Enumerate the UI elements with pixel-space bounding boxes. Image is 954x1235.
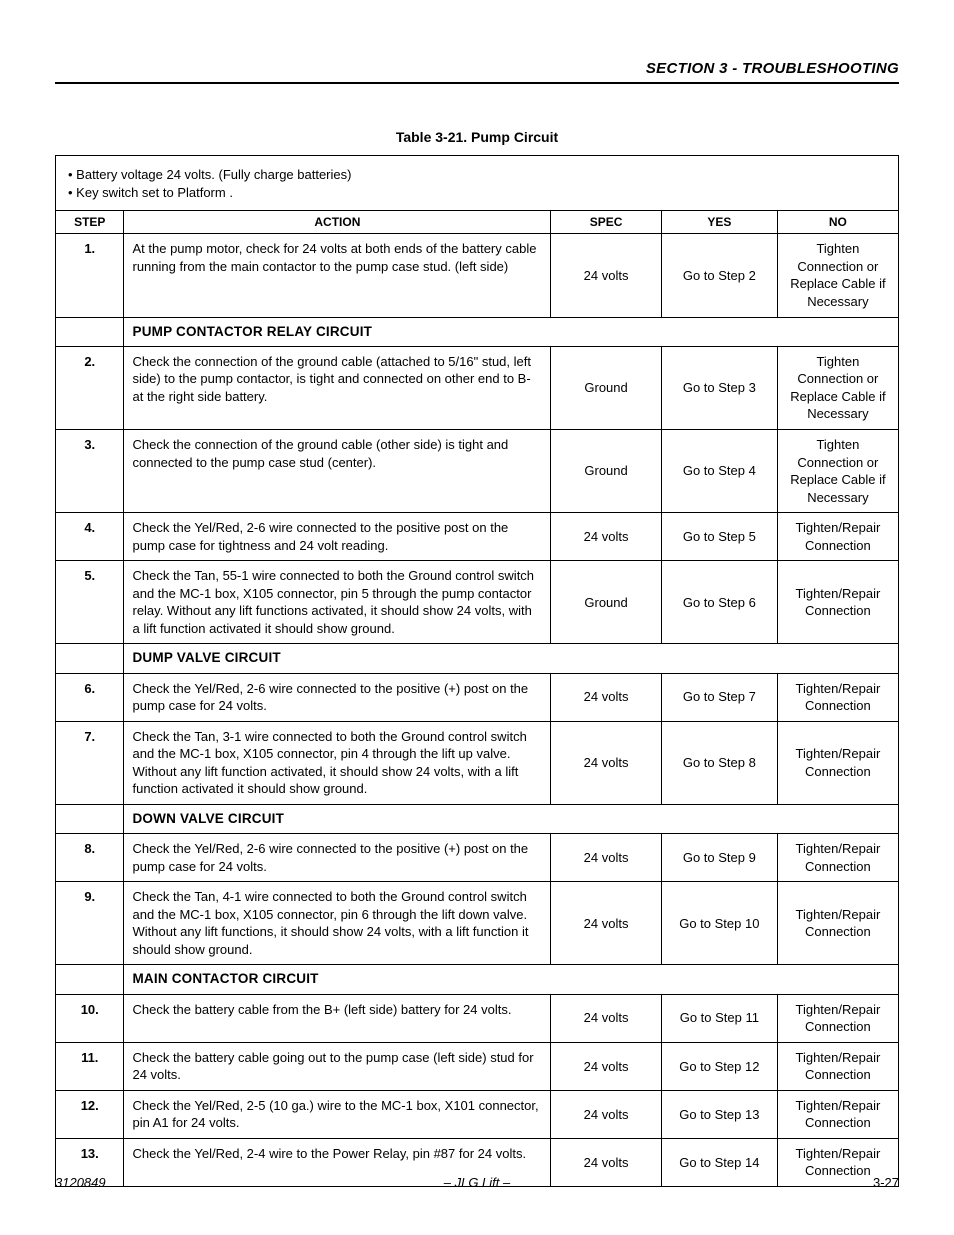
cell-spec: 24 volts	[551, 994, 662, 1042]
cell-yes: Go to Step 4	[661, 429, 777, 512]
subsection-spacer	[56, 317, 124, 346]
cell-action: Check the Yel/Red, 2-6 wire connected to…	[124, 513, 551, 561]
cell-spec: Ground	[551, 429, 662, 512]
cell-step: 11.	[56, 1042, 124, 1090]
cell-action: Check the Yel/Red, 2-5 (10 ga.) wire to …	[124, 1090, 551, 1138]
cell-step: 4.	[56, 513, 124, 561]
cell-no: Tighten/Repair Connection	[777, 721, 898, 804]
col-action: ACTION	[124, 211, 551, 234]
cell-action: Check the battery cable going out to the…	[124, 1042, 551, 1090]
table-header-row: STEP ACTION SPEC YES NO	[56, 211, 899, 234]
cell-action: Check the connection of the ground cable…	[124, 346, 551, 429]
cell-no: Tighten/Repair Connection	[777, 673, 898, 721]
cell-yes: Go to Step 2	[661, 234, 777, 317]
cell-step: 2.	[56, 346, 124, 429]
subsection-label: PUMP CONTACTOR RELAY CIRCUIT	[124, 317, 899, 346]
table-row: 7.Check the Tan, 3-1 wire connected to b…	[56, 721, 899, 804]
cell-no: Tighten Connection or Replace Cable if N…	[777, 234, 898, 317]
cell-no: Tighten/Repair Connection	[777, 1042, 898, 1090]
subsection-spacer	[56, 644, 124, 673]
cell-yes: Go to Step 8	[661, 721, 777, 804]
cell-action: Check the Yel/Red, 2-6 wire connected to…	[124, 834, 551, 882]
page-footer: 3120849 – JLG Lift – 3-27	[55, 1175, 899, 1190]
cell-yes: Go to Step 3	[661, 346, 777, 429]
cell-spec: 24 volts	[551, 234, 662, 317]
table-title: Table 3-21. Pump Circuit	[55, 129, 899, 145]
section-header: SECTION 3 - TROUBLESHOOTING	[55, 60, 899, 84]
cell-spec: 24 volts	[551, 1090, 662, 1138]
footer-center: – JLG Lift –	[55, 1175, 899, 1190]
cell-spec: 24 volts	[551, 1042, 662, 1090]
cell-no: Tighten/Repair Connection	[777, 513, 898, 561]
subsection-spacer	[56, 965, 124, 994]
cell-no: Tighten/Repair Connection	[777, 882, 898, 965]
cell-spec: 24 volts	[551, 673, 662, 721]
cell-step: 7.	[56, 721, 124, 804]
precondition-line: • Battery voltage 24 volts. (Fully charg…	[68, 166, 886, 184]
table-subsection: DUMP VALVE CIRCUIT	[56, 644, 899, 673]
table-row: 12.Check the Yel/Red, 2-5 (10 ga.) wire …	[56, 1090, 899, 1138]
cell-yes: Go to Step 7	[661, 673, 777, 721]
subsection-label: DUMP VALVE CIRCUIT	[124, 644, 899, 673]
cell-spec: 24 volts	[551, 882, 662, 965]
col-step: STEP	[56, 211, 124, 234]
table-subsection: MAIN CONTACTOR CIRCUIT	[56, 965, 899, 994]
cell-no: Tighten/Repair Connection	[777, 834, 898, 882]
cell-step: 6.	[56, 673, 124, 721]
cell-action: Check the Tan, 55-1 wire connected to bo…	[124, 561, 551, 644]
precondition-line: • Key switch set to Platform .	[68, 184, 886, 202]
cell-action: Check the Tan, 4-1 wire connected to bot…	[124, 882, 551, 965]
cell-step: 10.	[56, 994, 124, 1042]
cell-action: Check the connection of the ground cable…	[124, 429, 551, 512]
subsection-label: DOWN VALVE CIRCUIT	[124, 804, 899, 833]
cell-step: 1.	[56, 234, 124, 317]
cell-spec: 24 volts	[551, 513, 662, 561]
table-row: 1.At the pump motor, check for 24 volts …	[56, 234, 899, 317]
cell-spec: Ground	[551, 346, 662, 429]
subsection-label: MAIN CONTACTOR CIRCUIT	[124, 965, 899, 994]
cell-spec: Ground	[551, 561, 662, 644]
table-row: 5.Check the Tan, 55-1 wire connected to …	[56, 561, 899, 644]
cell-no: Tighten Connection or Replace Cable if N…	[777, 346, 898, 429]
cell-step: 9.	[56, 882, 124, 965]
cell-no: Tighten/Repair Connection	[777, 994, 898, 1042]
page: SECTION 3 - TROUBLESHOOTING Table 3-21. …	[0, 0, 954, 1235]
table-row: 4.Check the Yel/Red, 2-6 wire connected …	[56, 513, 899, 561]
cell-no: Tighten Connection or Replace Cable if N…	[777, 429, 898, 512]
cell-yes: Go to Step 12	[661, 1042, 777, 1090]
cell-action: Check the battery cable from the B+ (lef…	[124, 994, 551, 1042]
col-no: NO	[777, 211, 898, 234]
table-subsection: DOWN VALVE CIRCUIT	[56, 804, 899, 833]
cell-yes: Go to Step 5	[661, 513, 777, 561]
table-row: 8.Check the Yel/Red, 2-6 wire connected …	[56, 834, 899, 882]
cell-step: 8.	[56, 834, 124, 882]
table-subsection: PUMP CONTACTOR RELAY CIRCUIT	[56, 317, 899, 346]
troubleshooting-table: • Battery voltage 24 volts. (Fully charg…	[55, 155, 899, 1187]
table-row: 2.Check the connection of the ground cab…	[56, 346, 899, 429]
cell-yes: Go to Step 10	[661, 882, 777, 965]
cell-no: Tighten/Repair Connection	[777, 561, 898, 644]
col-yes: YES	[661, 211, 777, 234]
cell-yes: Go to Step 9	[661, 834, 777, 882]
cell-yes: Go to Step 11	[661, 994, 777, 1042]
col-spec: SPEC	[551, 211, 662, 234]
cell-step: 5.	[56, 561, 124, 644]
table-row: 3.Check the connection of the ground cab…	[56, 429, 899, 512]
cell-action: At the pump motor, check for 24 volts at…	[124, 234, 551, 317]
table-row: 11.Check the battery cable going out to …	[56, 1042, 899, 1090]
preconditions: • Battery voltage 24 volts. (Fully charg…	[56, 156, 899, 211]
cell-no: Tighten/Repair Connection	[777, 1090, 898, 1138]
cell-action: Check the Tan, 3-1 wire connected to bot…	[124, 721, 551, 804]
subsection-spacer	[56, 804, 124, 833]
cell-action: Check the Yel/Red, 2-6 wire connected to…	[124, 673, 551, 721]
table-row: 9.Check the Tan, 4-1 wire connected to b…	[56, 882, 899, 965]
cell-yes: Go to Step 6	[661, 561, 777, 644]
cell-yes: Go to Step 13	[661, 1090, 777, 1138]
table-row: 10.Check the battery cable from the B+ (…	[56, 994, 899, 1042]
cell-spec: 24 volts	[551, 721, 662, 804]
table-row: 6.Check the Yel/Red, 2-6 wire connected …	[56, 673, 899, 721]
cell-step: 3.	[56, 429, 124, 512]
cell-spec: 24 volts	[551, 834, 662, 882]
cell-step: 12.	[56, 1090, 124, 1138]
